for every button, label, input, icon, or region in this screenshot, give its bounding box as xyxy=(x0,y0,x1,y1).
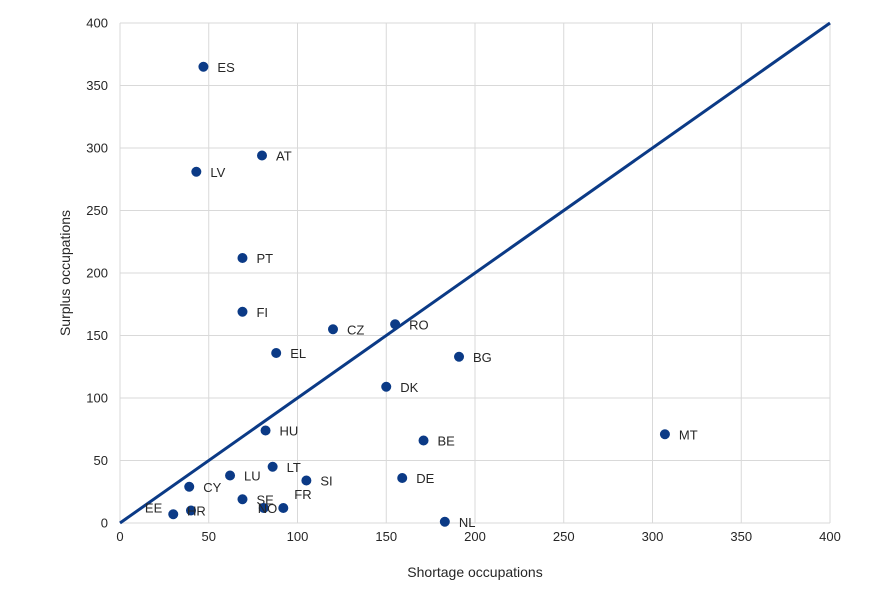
x-axis-title: Shortage occupations xyxy=(407,564,542,580)
data-point-ro xyxy=(390,319,401,330)
data-label-lv: LV xyxy=(210,165,225,180)
x-tick-label: 350 xyxy=(730,529,752,544)
data-point-cy xyxy=(184,481,195,492)
data-label-fi: FI xyxy=(256,305,268,320)
data-point-es xyxy=(198,61,209,72)
y-tick-label: 0 xyxy=(101,516,108,531)
data-point-ee xyxy=(168,509,179,520)
data-label-de: DE xyxy=(416,471,434,486)
x-tick-label: 200 xyxy=(464,529,486,544)
data-label-bg: BG xyxy=(473,350,492,365)
data-label-at: AT xyxy=(276,149,292,164)
points-layer: ES AT LV PT FI CZ RO EL BG DK HU BE MT LT LU DE SI CY SE FR… xyxy=(145,60,698,530)
data-point-be xyxy=(418,435,429,446)
data-point-cz xyxy=(328,324,338,335)
data-point-se xyxy=(237,494,248,505)
data-point-mt xyxy=(659,429,670,440)
data-label-lt: LT xyxy=(287,460,301,475)
data-point-hr xyxy=(186,505,196,516)
data-label-cy: CY xyxy=(203,480,221,495)
data-label-ee: EE xyxy=(145,500,163,515)
data-label-hu: HU xyxy=(280,424,299,439)
x-tick-label: 150 xyxy=(375,529,397,544)
data-point-bg xyxy=(454,351,465,362)
data-point-fi xyxy=(237,306,248,317)
x-tick-label: 50 xyxy=(202,529,216,544)
y-tick-label: 50 xyxy=(94,453,108,468)
data-label-ro: RO xyxy=(409,317,429,332)
data-label-si: SI xyxy=(320,474,332,489)
data-point-fr xyxy=(278,503,289,513)
data-label-hr: HR xyxy=(187,504,206,519)
data-point-el xyxy=(271,348,282,358)
data-point-at xyxy=(257,150,267,161)
data-point-no xyxy=(258,503,269,513)
data-point-si xyxy=(301,475,312,486)
x-tick-label: 100 xyxy=(287,529,309,544)
y-tick-label: 300 xyxy=(86,141,108,156)
y-axis-title: Surplus occupations xyxy=(57,210,73,336)
data-point-nl xyxy=(439,516,450,527)
data-point-dk xyxy=(381,381,392,392)
data-point-hu xyxy=(260,425,271,436)
data-label-se: SE xyxy=(256,492,274,507)
data-label-fr: FR xyxy=(294,487,311,502)
data-label-nl: NL xyxy=(459,515,476,530)
data-label-es: ES xyxy=(217,60,235,75)
data-point-lt xyxy=(267,461,278,472)
x-tick-label: 0 xyxy=(116,529,123,544)
data-point-lv xyxy=(191,166,202,177)
y-tick-label: 100 xyxy=(86,391,108,406)
y-tick-label: 200 xyxy=(86,266,108,281)
data-label-el: EL xyxy=(290,346,306,361)
data-label-cz: CZ xyxy=(347,322,364,337)
y-tick-label: 400 xyxy=(86,16,108,31)
data-point-pt xyxy=(237,253,248,263)
y-tick-label: 250 xyxy=(86,203,108,218)
y-tick-label: 150 xyxy=(86,328,108,343)
data-point-de xyxy=(397,473,408,483)
data-label-no: NO xyxy=(258,501,278,516)
data-label-mt: MT xyxy=(679,427,698,442)
y-tick-label: 350 xyxy=(86,78,108,93)
data-label-be: BE xyxy=(438,434,456,449)
x-tick-label: 250 xyxy=(553,529,575,544)
data-label-lu: LU xyxy=(244,469,261,484)
data-label-dk: DK xyxy=(400,380,418,395)
x-tick-label: 400 xyxy=(819,529,841,544)
data-label-pt: PT xyxy=(256,251,273,266)
axis-layer: 0 50 100 150 200 250 300 350 400 0 50 100 150 200 250 3… xyxy=(86,16,841,545)
data-point-lu xyxy=(225,470,236,481)
x-tick-label: 300 xyxy=(642,529,664,544)
reference-line xyxy=(119,21,831,525)
